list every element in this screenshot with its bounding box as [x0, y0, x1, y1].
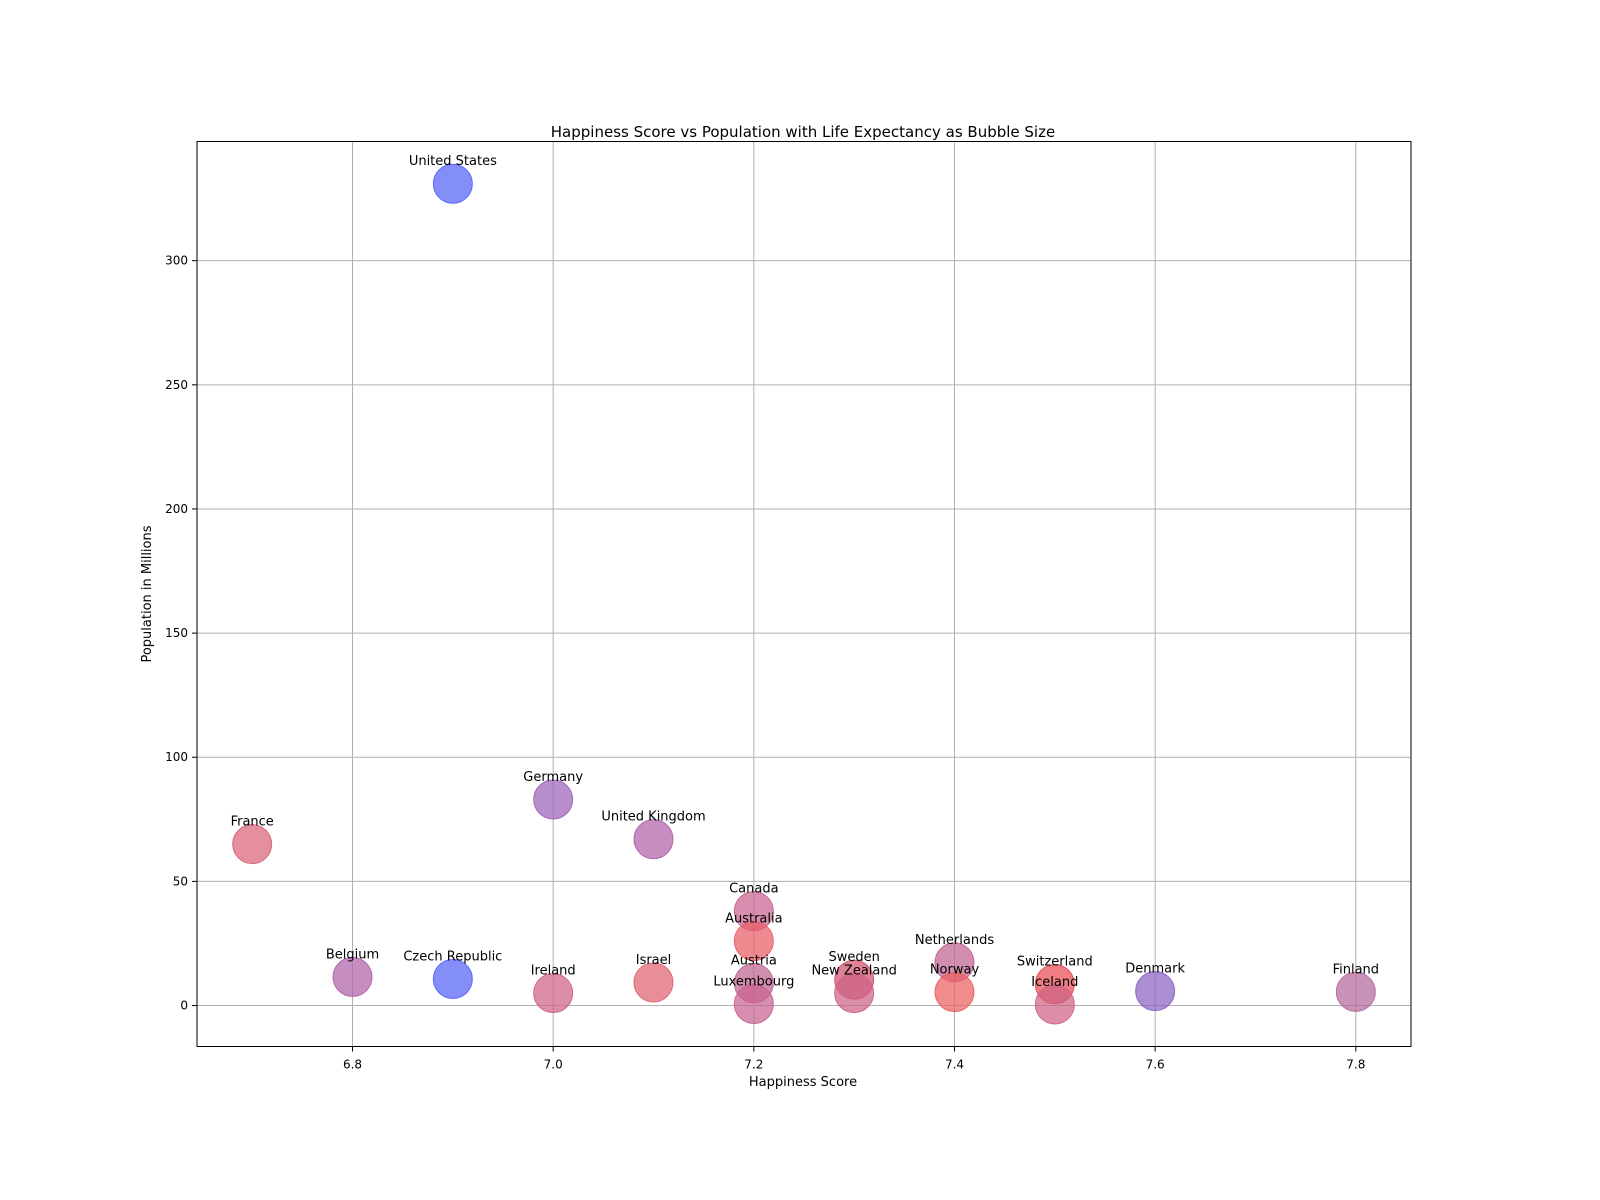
bubble-point — [533, 779, 574, 820]
y-tick-label: 150 — [165, 626, 188, 640]
point-label: Sweden — [828, 950, 879, 965]
point-label: Netherlands — [915, 933, 994, 948]
y-tick-label: 100 — [165, 750, 188, 764]
point-label: Ireland — [531, 964, 576, 979]
point-label: Czech Republic — [403, 949, 502, 964]
point-label: Luxembourg — [713, 975, 794, 990]
y-tick-label: 200 — [165, 502, 188, 516]
x-tick-label: 7.2 — [744, 1058, 763, 1072]
y-axis-label: Population in Millions — [140, 525, 155, 662]
point-label: Germany — [523, 770, 583, 785]
point-label: Finland — [1333, 962, 1379, 977]
bubble-point — [533, 973, 574, 1014]
point-label: Denmark — [1125, 962, 1185, 977]
bubble-point — [432, 163, 473, 204]
bubble-point — [1135, 971, 1176, 1012]
x-tick-label: 7.8 — [1346, 1058, 1365, 1072]
bubble-point — [733, 920, 774, 961]
point-label: Norway — [930, 963, 980, 978]
y-tick-label: 300 — [165, 254, 188, 268]
point-label: France — [231, 815, 274, 830]
y-tick-label: 50 — [173, 874, 188, 888]
point-label: Israel — [636, 953, 672, 968]
ticks-layer: 6.8 7.0 7.2 7.4 7.6 7.8 0 50 100 150 200 250 300 — [165, 254, 1365, 1072]
point-labels-layer: United States France Germany United Kingdom… — [231, 154, 1379, 990]
plot-area-frame — [196, 141, 1412, 1047]
bubble-point — [934, 972, 975, 1013]
bubble-point — [432, 958, 473, 999]
point-label: Iceland — [1031, 975, 1078, 990]
grid-lines — [197, 141, 1411, 1047]
point-label: Canada — [729, 882, 778, 897]
x-tick-label: 7.6 — [1146, 1058, 1165, 1072]
bubble-point — [633, 962, 674, 1003]
point-label: Australia — [725, 911, 783, 926]
chart-title: Happiness Score vs Population with Life … — [551, 123, 1055, 141]
bubble-point — [633, 819, 674, 860]
point-label: Switzerland — [1017, 955, 1093, 970]
bubble-point — [1335, 971, 1376, 1012]
point-label: New Zealand — [811, 964, 896, 979]
x-tick-label: 6.8 — [343, 1058, 362, 1072]
point-label: Austria — [731, 954, 777, 969]
bubbles-layer — [232, 163, 1376, 1025]
bubble-point — [834, 973, 875, 1014]
x-tick-label: 7.0 — [544, 1058, 563, 1072]
y-tick-label: 0 — [180, 999, 188, 1013]
y-tick-label: 250 — [165, 378, 188, 392]
bubble-point — [733, 984, 774, 1025]
point-label: Belgium — [326, 947, 379, 962]
x-axis-label: Happiness Score — [749, 1075, 857, 1090]
bubble-point — [232, 824, 273, 865]
point-label: United States — [409, 154, 497, 169]
x-tick-label: 7.4 — [945, 1058, 964, 1072]
bubble-point — [332, 956, 373, 997]
bubble-point — [1034, 984, 1075, 1025]
point-label: United Kingdom — [601, 810, 705, 825]
